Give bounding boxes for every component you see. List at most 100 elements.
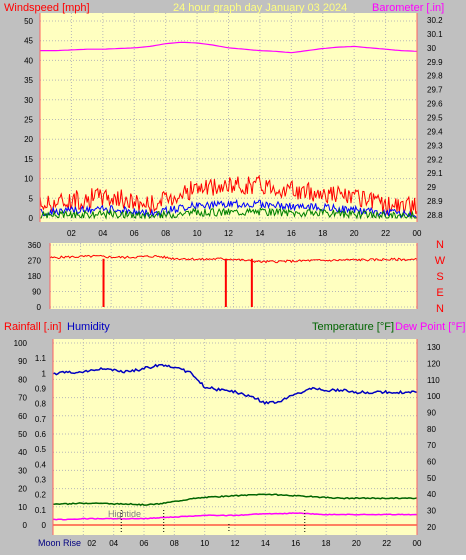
barometer-y-tick: 28.8 bbox=[427, 211, 443, 220]
wind-y-tick: 45 bbox=[24, 37, 33, 46]
humidity-x-tick: 02 bbox=[87, 539, 96, 548]
humidity-x-tick: 14 bbox=[261, 539, 270, 548]
rainfall-y-tick: 0.6 bbox=[35, 430, 47, 439]
rainfall-y-tick: 0.7 bbox=[35, 415, 47, 424]
wind-x-tick: 08 bbox=[161, 229, 170, 238]
wind-x-tick: 14 bbox=[255, 229, 264, 238]
rainfall-title: Rainfall [.in] bbox=[4, 321, 61, 333]
rainfall-y-ticks: 1.1 1 0.9 0.8 0.7 0.6 0.5 0.4 0.3 0.2 0.1 0 bbox=[35, 354, 47, 530]
wind-x-tick: 20 bbox=[350, 229, 359, 238]
windspeed-avg-line bbox=[40, 198, 418, 219]
humidity-line bbox=[52, 363, 418, 406]
humidity-y-tick: 80 bbox=[18, 375, 27, 384]
dewpoint-line bbox=[52, 512, 418, 521]
wind-y-tick: 50 bbox=[24, 17, 33, 26]
barometer-title: Barometer [.in] bbox=[372, 2, 444, 14]
humidity-y-tick: 30 bbox=[18, 466, 27, 475]
temperature-y-ticks: 130 120 110 100 90 80 70 60 50 40 30 20 bbox=[427, 343, 441, 532]
humidity-x-tick: 12 bbox=[231, 539, 240, 548]
direction-y-tick: 360 bbox=[28, 241, 42, 250]
barometer-y-tick: 29.6 bbox=[427, 100, 443, 109]
temperature-y-tick: 90 bbox=[427, 409, 436, 418]
wind-x-tick: 16 bbox=[287, 229, 296, 238]
humidity-y-tick: 20 bbox=[18, 485, 27, 494]
temperature-y-tick: 110 bbox=[427, 376, 440, 385]
temperature-title: Temperature [°F] bbox=[312, 321, 394, 333]
barometer-y-tick: 29 bbox=[427, 183, 436, 192]
humidity-y-tick: 10 bbox=[18, 503, 27, 512]
rainfall-y-tick: 0.4 bbox=[35, 460, 47, 469]
compass-label: N bbox=[436, 303, 444, 315]
temperature-y-tick: 50 bbox=[427, 474, 436, 483]
humidity-x-tick: 04 bbox=[109, 539, 118, 548]
humidity-y-tick: 40 bbox=[18, 448, 27, 457]
direction-series bbox=[49, 254, 418, 307]
direction-grid bbox=[50, 243, 418, 309]
wind-series bbox=[39, 41, 418, 220]
wind-y-tick: 25 bbox=[24, 116, 33, 125]
humidity-y-tick: 50 bbox=[18, 430, 27, 439]
wind-y-tick: 30 bbox=[24, 96, 33, 105]
barometer-y-tick: 29.1 bbox=[427, 169, 443, 178]
wind-x-tick: 06 bbox=[130, 229, 139, 238]
humidity-x-tick: 00 bbox=[413, 539, 422, 548]
wind-y-tick: 5 bbox=[29, 194, 34, 203]
dewpoint-title: Dew Point [°F] bbox=[395, 321, 465, 333]
direction-y-tick: 270 bbox=[28, 257, 42, 266]
direction-line bbox=[49, 254, 418, 264]
humidity-x-tick: 16 bbox=[291, 539, 300, 548]
wind-y-tick: 20 bbox=[24, 135, 33, 144]
temperature-line bbox=[52, 493, 418, 506]
barometer-y-tick: 29.2 bbox=[427, 155, 443, 164]
rainfall-y-tick: 1.1 bbox=[35, 354, 47, 363]
temperature-y-tick: 40 bbox=[427, 490, 436, 499]
humidity-y-tick: 100 bbox=[14, 339, 28, 348]
barometer-y-tick: 29.7 bbox=[427, 86, 443, 95]
barometer-y-tick: 29.4 bbox=[427, 127, 443, 136]
temperature-y-tick: 60 bbox=[427, 458, 436, 467]
wind-y-tick: 0 bbox=[29, 214, 34, 223]
barometer-y-tick: 29.8 bbox=[427, 72, 443, 81]
rainfall-y-tick: 0.9 bbox=[35, 385, 47, 394]
barometer-y-ticks: 30.2 30.1 30 29.9 29.8 29.7 29.6 29.5 29.4 29.3 29… bbox=[427, 16, 443, 220]
wind-x-tick: 02 bbox=[67, 229, 76, 238]
temperature-y-tick: 120 bbox=[427, 360, 441, 369]
humidity-x-tick: 20 bbox=[352, 539, 361, 548]
tide-markers bbox=[120, 510, 306, 532]
wind-title: Windspeed [mph] bbox=[4, 2, 90, 14]
humidity-plot-area bbox=[53, 339, 417, 535]
humidity-x-ticks: 04 06 08 10 12 14 16 18 20 22 00 02 bbox=[87, 539, 422, 548]
humidity-x-tick: 08 bbox=[170, 539, 179, 548]
moon-rise-label: Moon Rise bbox=[38, 538, 81, 548]
humidity-y-tick: 70 bbox=[18, 394, 27, 403]
barometer-line bbox=[40, 41, 418, 54]
wind-x-tick: 22 bbox=[381, 229, 390, 238]
wind-x-tick: 10 bbox=[193, 229, 202, 238]
barometer-y-tick: 29.5 bbox=[427, 114, 443, 123]
humidity-y-tick: 60 bbox=[18, 412, 27, 421]
direction-y-tick: 180 bbox=[28, 272, 42, 281]
compass-label: W bbox=[435, 255, 446, 267]
rainfall-y-tick: 0.2 bbox=[35, 491, 47, 500]
barometer-y-tick: 30.1 bbox=[427, 30, 443, 39]
humidity-x-tick: 22 bbox=[382, 539, 391, 548]
compass-label: E bbox=[436, 287, 443, 299]
humidity-title: Humidity bbox=[67, 321, 110, 333]
direction-y-ticks: 360 270 180 90 0 bbox=[28, 241, 42, 312]
rainfall-y-tick: 0.1 bbox=[35, 506, 47, 515]
direction-y-tick: 0 bbox=[37, 303, 42, 312]
humidity-x-tick: 10 bbox=[200, 539, 209, 548]
rainfall-y-tick: 0.8 bbox=[35, 400, 47, 409]
rainfall-y-tick: 0.5 bbox=[35, 445, 47, 454]
barometer-y-tick: 29.3 bbox=[427, 141, 443, 150]
barometer-y-tick: 30.2 bbox=[427, 16, 443, 25]
humidity-x-tick: 06 bbox=[140, 539, 149, 548]
rainfall-y-tick: 1 bbox=[42, 369, 47, 378]
direction-y-tick: 90 bbox=[32, 288, 41, 297]
humidity-x-tick: 18 bbox=[322, 539, 331, 548]
temperature-y-tick: 80 bbox=[427, 425, 436, 434]
